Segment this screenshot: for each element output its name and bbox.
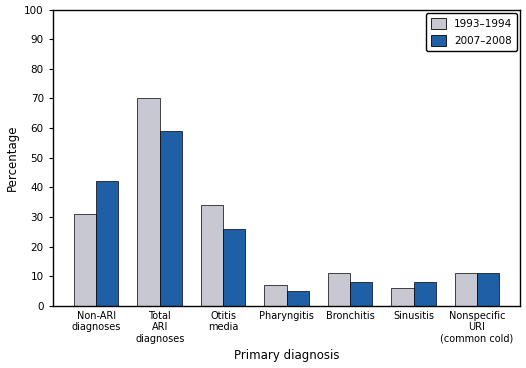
Bar [74,214,96,306]
Y-axis label: Percentage: Percentage [6,124,18,191]
Bar [137,98,160,306]
Bar [201,205,223,306]
Bar [160,131,182,306]
X-axis label: Primary diagnosis: Primary diagnosis [234,350,339,362]
Bar [328,273,350,306]
Bar [477,273,499,306]
Legend: 1993–1994, 2007–2008: 1993–1994, 2007–2008 [426,13,517,51]
Bar [223,229,245,306]
Bar [265,285,287,306]
Bar [96,181,118,306]
Bar [350,282,372,306]
Bar [391,288,413,306]
Bar [455,273,477,306]
Bar [287,291,309,306]
Bar [413,282,436,306]
